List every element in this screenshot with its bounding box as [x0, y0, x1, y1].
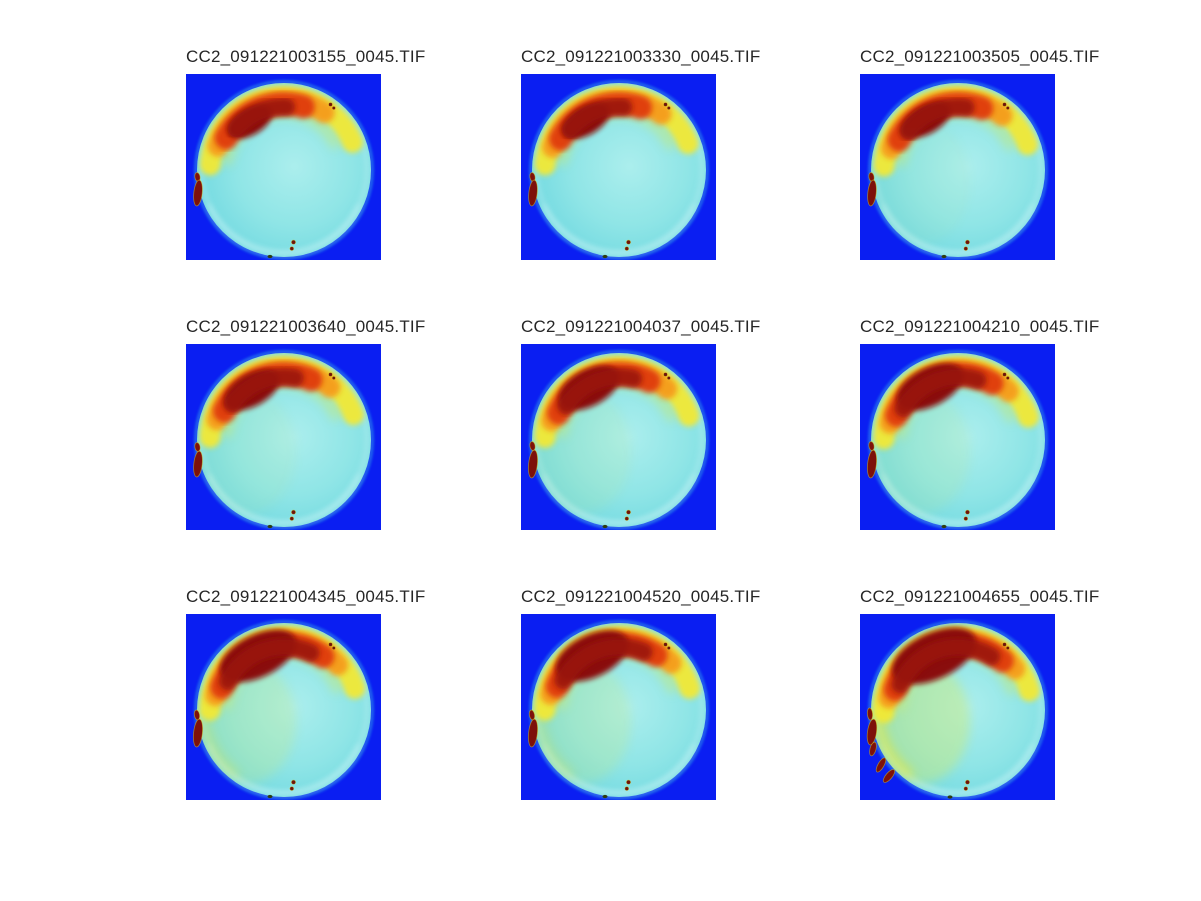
- sky-image: [521, 344, 716, 530]
- sky-image: [186, 614, 381, 800]
- subplot-tile: [186, 344, 381, 530]
- aurora-region: [532, 355, 700, 514]
- subplot-tile: [186, 74, 381, 260]
- rim-artifacts: [867, 102, 1010, 259]
- rim-artifacts: [193, 372, 336, 529]
- subplot-title: CC2_091221003640_0045.TIF: [186, 317, 426, 336]
- sky-image: [186, 74, 381, 260]
- subplot-title: CC2_091221003505_0045.TIF: [860, 47, 1100, 66]
- rim-artifacts: [192, 642, 336, 799]
- subplot-tile: [860, 74, 1055, 260]
- sky-image: [860, 614, 1055, 800]
- aurora-region: [871, 85, 1039, 244]
- aurora-region: [199, 85, 364, 176]
- subplot-title: CC2_091221004210_0045.TIF: [860, 317, 1100, 336]
- aurora-region: [871, 625, 1040, 784]
- subplot-tile: [860, 614, 1055, 800]
- subplot-tile: [186, 614, 381, 800]
- subplot-title: CC2_091221004655_0045.TIF: [860, 587, 1100, 606]
- rim-artifacts: [528, 102, 671, 259]
- sky-image: [860, 74, 1055, 260]
- rim-artifacts: [527, 642, 671, 799]
- subplot-tile: [521, 74, 716, 260]
- subplot-title: CC2_091221004345_0045.TIF: [186, 587, 426, 606]
- sky-image: [521, 614, 716, 800]
- subplot-title: CC2_091221004037_0045.TIF: [521, 317, 761, 336]
- subplot-tile: [521, 614, 716, 800]
- aurora-region: [532, 625, 701, 784]
- sky-image: [186, 344, 381, 530]
- rim-artifacts: [527, 372, 671, 529]
- subplot-title: CC2_091221004520_0045.TIF: [521, 587, 761, 606]
- sky-image: [860, 344, 1055, 530]
- subplot-tile: [860, 344, 1055, 530]
- rim-artifacts: [193, 102, 336, 259]
- rim-artifacts: [866, 372, 1010, 529]
- aurora-region: [197, 625, 366, 784]
- aurora-region: [871, 355, 1039, 514]
- subplot-title: CC2_091221003155_0045.TIF: [186, 47, 426, 66]
- aurora-region: [197, 355, 365, 514]
- subplot-tile: [521, 344, 716, 530]
- sky-image: [521, 74, 716, 260]
- aurora-region: [534, 85, 699, 176]
- subplot-title: CC2_091221003330_0045.TIF: [521, 47, 761, 66]
- rim-artifacts: [866, 642, 1010, 799]
